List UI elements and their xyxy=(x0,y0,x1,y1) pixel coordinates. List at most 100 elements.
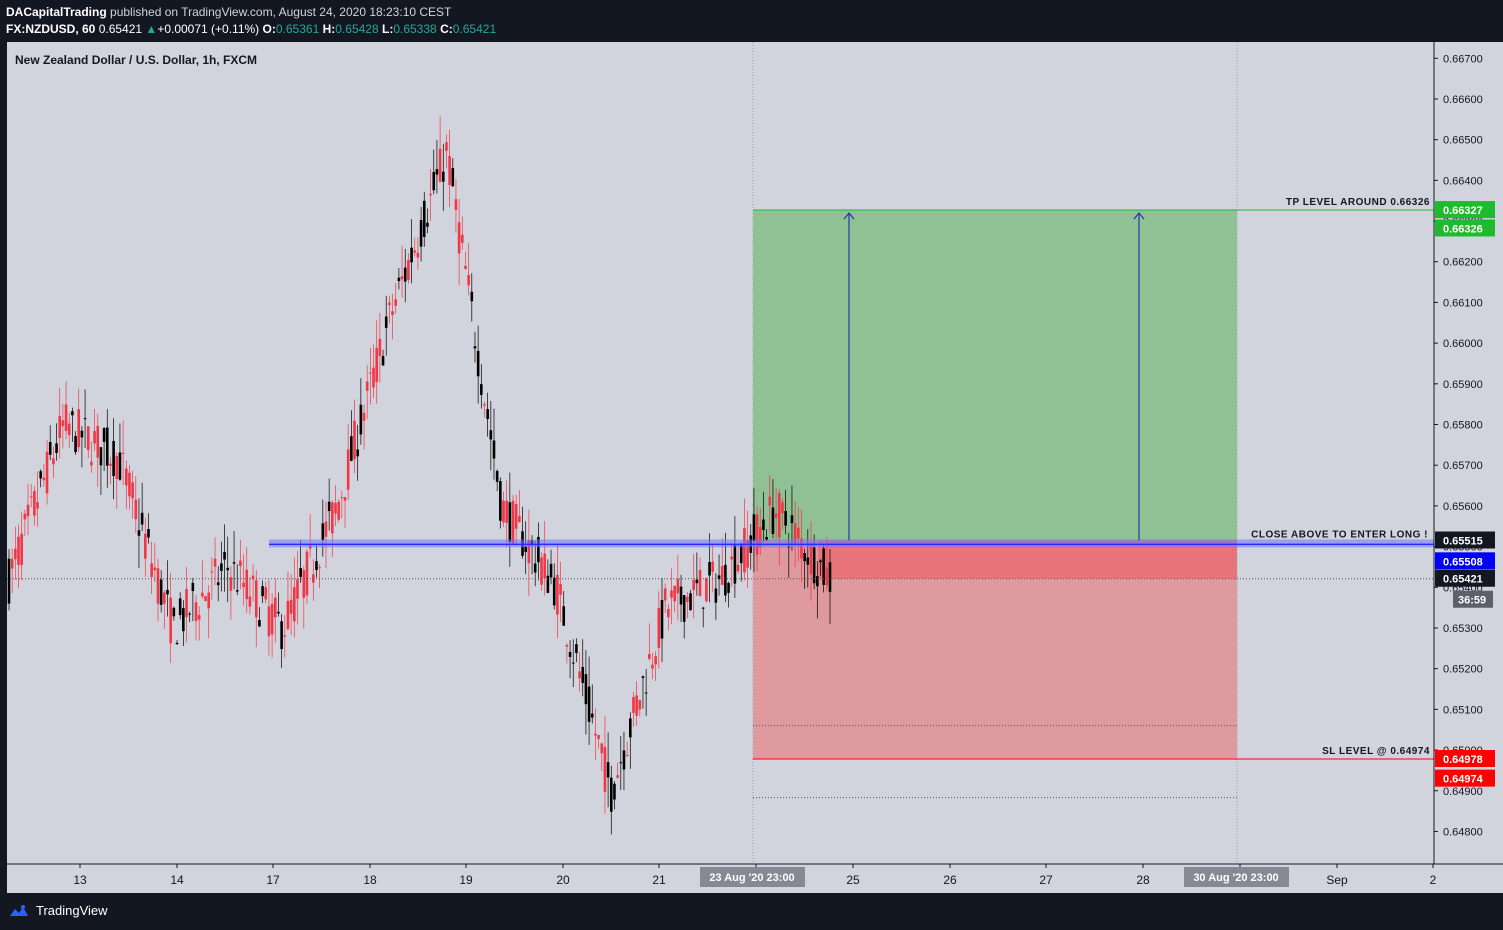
candle-body xyxy=(356,449,359,457)
candle-body xyxy=(277,611,280,614)
candle-body xyxy=(578,671,581,679)
candle-body xyxy=(803,553,806,562)
price-badge xyxy=(1435,219,1495,237)
candle-body xyxy=(163,592,166,604)
candle-body xyxy=(77,409,81,448)
candle-body xyxy=(137,530,141,536)
candle-body xyxy=(292,587,296,622)
candle-body xyxy=(581,666,585,683)
candle-body xyxy=(375,347,379,383)
time-highlight-badge xyxy=(1184,867,1289,887)
price-badge xyxy=(1435,552,1495,570)
author-name[interactable]: DACapitalTrading xyxy=(6,5,107,19)
candle-body xyxy=(33,491,36,516)
candle-body xyxy=(340,497,344,499)
price-axis[interactable] xyxy=(1434,42,1503,864)
candle-body xyxy=(52,458,55,465)
candle-body xyxy=(204,596,207,601)
candle-body xyxy=(229,577,233,591)
candle-body xyxy=(318,567,321,569)
profit-zone[interactable] xyxy=(753,210,1237,541)
candle-body xyxy=(739,545,743,564)
symbol-label[interactable]: FX:NZDUSD, 60 xyxy=(6,22,96,36)
price-tick-label: 0.65100 xyxy=(1443,704,1483,716)
candle-body xyxy=(109,463,112,466)
candle-body xyxy=(781,502,784,514)
candle-body xyxy=(188,613,191,615)
candle-body xyxy=(616,775,619,778)
candle-body xyxy=(793,523,797,544)
chart-title: New Zealand Dollar / U.S. Dollar, 1h, FX… xyxy=(15,53,257,67)
candle-body xyxy=(86,426,90,451)
candle-body xyxy=(828,562,832,592)
candle-body xyxy=(90,461,93,466)
candle-body xyxy=(400,276,404,280)
tradingview-logo[interactable]: TradingView xyxy=(8,903,108,918)
candle-body xyxy=(622,750,626,770)
candle-body xyxy=(594,733,597,736)
candle-body xyxy=(20,533,23,566)
price-badge-label: 0.66327 xyxy=(1443,205,1483,217)
candle-body xyxy=(689,593,692,611)
time-tick-label: 13 xyxy=(73,873,87,887)
candle-body xyxy=(644,692,648,694)
cloud-icon xyxy=(10,904,28,916)
time-tick-label: 21 xyxy=(652,873,666,887)
candle-body xyxy=(600,743,604,754)
candle-body xyxy=(296,579,299,599)
candle-body xyxy=(55,443,58,453)
candle-body xyxy=(590,713,594,718)
candle-body xyxy=(71,411,74,416)
close-value: 0.65421 xyxy=(452,22,497,36)
candle-body xyxy=(625,754,629,756)
candle-body xyxy=(537,536,540,563)
candle-body xyxy=(419,220,423,247)
candle-body xyxy=(527,540,531,564)
candle-body xyxy=(191,582,195,592)
candle-body xyxy=(245,569,249,600)
candle-body xyxy=(533,563,537,573)
candle-body xyxy=(305,551,309,596)
price-badge-label: 0.65508 xyxy=(1443,556,1483,568)
candle-body xyxy=(105,427,109,466)
candle-body xyxy=(705,577,708,602)
candle-body xyxy=(42,477,46,481)
high-label: H: xyxy=(322,22,336,36)
candle-body xyxy=(185,589,188,617)
candle-body xyxy=(213,558,217,567)
ohlc-line: FX:NZDUSD, 60 0.65421 ▲+0.00071 (+0.11%)… xyxy=(6,22,496,36)
candle-body xyxy=(226,567,230,571)
candle-body xyxy=(99,447,103,466)
candle-body xyxy=(609,777,613,812)
candle-body xyxy=(350,436,353,461)
candle-body xyxy=(239,560,242,567)
candle-body xyxy=(692,579,695,591)
candle-body xyxy=(422,200,426,237)
candle-body xyxy=(299,568,302,577)
candle-body xyxy=(201,592,204,597)
open-value: 0.65361 xyxy=(275,22,320,36)
candle-body xyxy=(315,561,318,571)
countdown-label: 36:59 xyxy=(1458,595,1486,607)
candle-body xyxy=(499,481,502,521)
candle-body xyxy=(384,316,388,328)
candle-body xyxy=(397,277,401,282)
price-chart[interactable]: New Zealand Dollar / U.S. Dollar, 1h, FX… xyxy=(0,0,1503,893)
candle-body xyxy=(816,576,819,587)
candle-body xyxy=(486,409,489,419)
candle-body xyxy=(178,598,182,616)
price-tick-label: 0.65300 xyxy=(1443,623,1483,635)
close-label: C: xyxy=(440,22,453,36)
candle-body xyxy=(64,404,68,431)
candle-body xyxy=(391,311,394,315)
price-badge xyxy=(1435,531,1495,549)
candle-body xyxy=(194,602,198,621)
candle-body xyxy=(150,563,153,577)
candle-body xyxy=(172,607,176,617)
candle-body xyxy=(800,538,803,559)
candle-body xyxy=(10,558,14,569)
price-tick-label: 0.66500 xyxy=(1443,135,1483,147)
candle-body xyxy=(267,606,271,637)
candle-body xyxy=(603,747,607,792)
entry-band[interactable] xyxy=(269,539,1434,548)
